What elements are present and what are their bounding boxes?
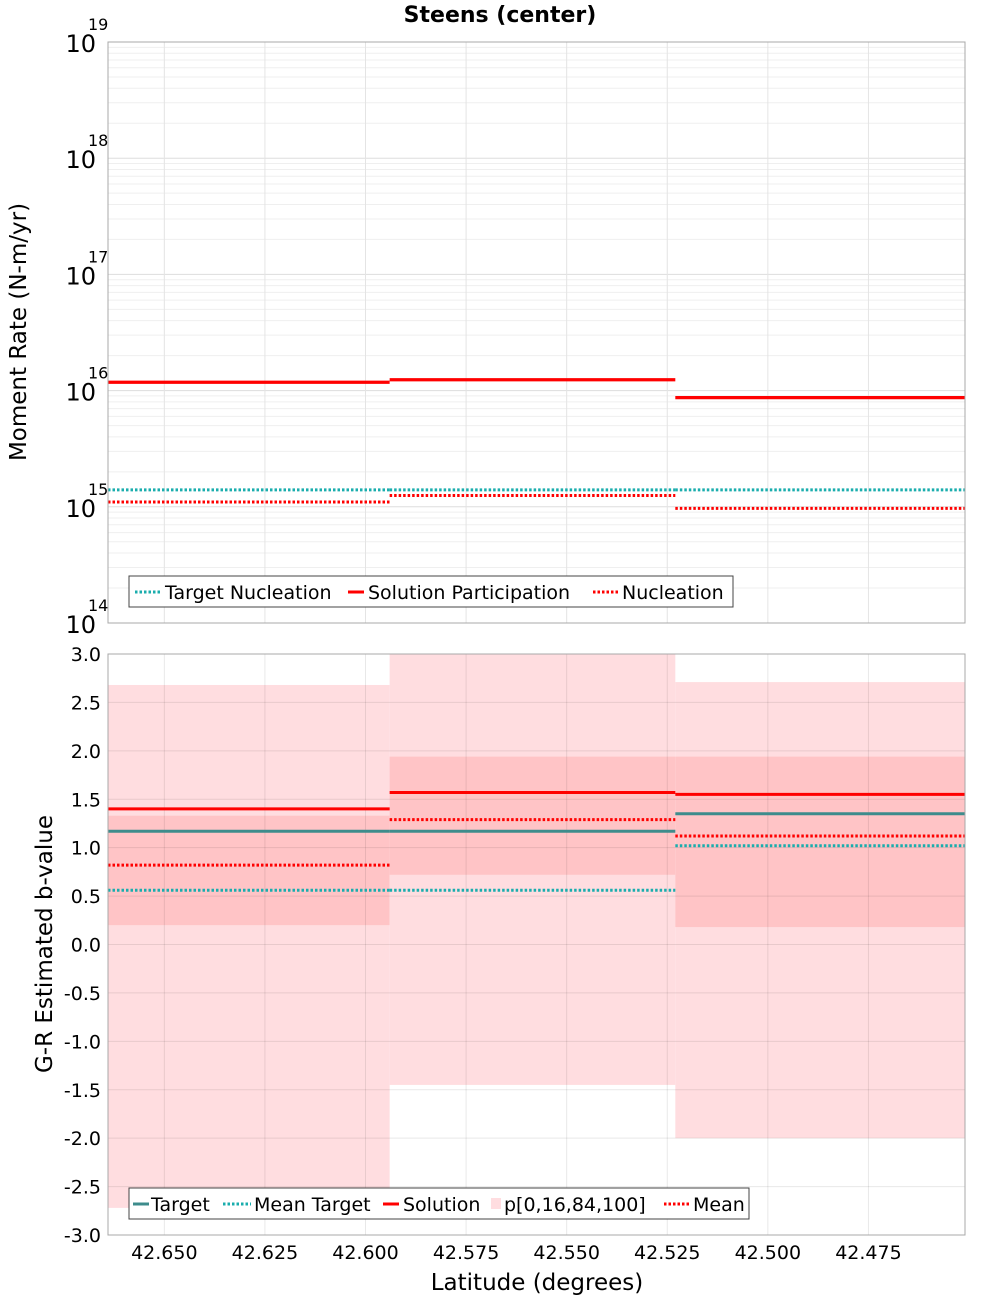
top-plot-frame (107, 41, 966, 624)
y-tick-label: 1.5 (71, 789, 101, 811)
y-tick-label: 1.0 (71, 838, 101, 860)
x-tick-label: 42.475 (835, 1242, 901, 1264)
legend-label: Solution Participation (368, 582, 570, 604)
legend-label: Nucleation (622, 582, 724, 604)
y-tick-label: -2.5 (64, 1177, 101, 1199)
legend-frame (128, 575, 734, 608)
y-tick-label: 10 (65, 30, 96, 58)
band-p16-p84 (389, 756, 676, 875)
legend-label: p[0,16,84,100] (504, 1194, 646, 1216)
y-tick-exponent: 19 (88, 15, 108, 34)
top-series (108, 378, 965, 510)
y-tick-label: 10 (65, 262, 96, 290)
y-tick-label: 10 (65, 379, 96, 407)
y-tick-label: 10 (65, 611, 96, 639)
y-tick-label: 10 (65, 146, 96, 174)
x-tick-label: 42.650 (131, 1242, 197, 1264)
legend-label: Target (150, 1194, 210, 1216)
y-tick-label: 0.5 (71, 886, 101, 908)
band-p0-p100 (108, 684, 390, 1208)
bottom-series (108, 790, 965, 892)
bottom-y-axis-label: G-R Estimated b-value (32, 815, 58, 1073)
y-tick-label: 2.0 (71, 741, 101, 763)
y-tick-exponent: 16 (88, 364, 108, 383)
bottom-plot-frame (107, 653, 966, 1236)
y-tick-label: -1.5 (64, 1080, 101, 1102)
top-legend: Target Nucleation Solution Participation N… (128, 575, 734, 608)
y-tick-exponent: 17 (88, 247, 108, 266)
legend-label: Mean (693, 1194, 745, 1216)
top-plot-area (108, 42, 965, 623)
top-grid (108, 41, 965, 624)
x-tick-label: 42.550 (533, 1242, 599, 1264)
top-y-axis-label: Moment Rate (N-m/yr) (6, 203, 32, 461)
legend-swatch (491, 1198, 501, 1209)
top-chart-title: Steens (center) (404, 3, 597, 28)
x-tick-label: 42.600 (332, 1242, 398, 1264)
band-p16-p84 (108, 815, 390, 926)
legend-label: Target Nucleation (164, 582, 332, 604)
y-tick-exponent: 15 (88, 480, 108, 499)
y-tick-label: 0.0 (71, 935, 101, 957)
bottom-legend: Target Mean Target Solution p[0,16,84,100] M… (128, 1187, 750, 1220)
y-tick-label: -3.0 (64, 1225, 101, 1247)
bottom-x-axis-label: Latitude (degrees) (431, 1270, 644, 1296)
y-tick-label: -1.0 (64, 1031, 101, 1053)
y-tick-exponent: 18 (88, 131, 108, 150)
legend-label: Solution (403, 1194, 480, 1216)
bottom-percentile-bands (108, 654, 965, 1208)
legend-label: Mean Target (254, 1194, 371, 1216)
y-tick-exponent: 14 (88, 596, 108, 615)
y-tick-label: 3.0 (71, 644, 101, 666)
bottom-y-tick-labels: -3.0 -2.5 -2.0 -1.5 -1.0 -0.5 0.0 0.5 1.0 1.5 2.0 2… (64, 644, 101, 1247)
x-tick-label: 42.625 (232, 1242, 298, 1264)
y-tick-label: -0.5 (64, 983, 101, 1005)
x-tick-label: 42.525 (634, 1242, 700, 1264)
b-value-chart: -3.0 -2.5 -2.0 -1.5 -1.0 -0.5 0.0 0.5 1.0 1.5 2.0 2… (32, 644, 966, 1296)
y-tick-label: -2.0 (64, 1128, 101, 1150)
y-tick-label: 10 (65, 495, 96, 523)
x-tick-label: 42.500 (735, 1242, 801, 1264)
y-tick-label: 2.5 (71, 692, 101, 714)
bottom-x-tick-labels: 42.650 42.625 42.600 42.575 42.550 42.525 42.5… (131, 1242, 902, 1264)
x-tick-label: 42.575 (433, 1242, 499, 1264)
band-p16-p84 (675, 756, 965, 928)
